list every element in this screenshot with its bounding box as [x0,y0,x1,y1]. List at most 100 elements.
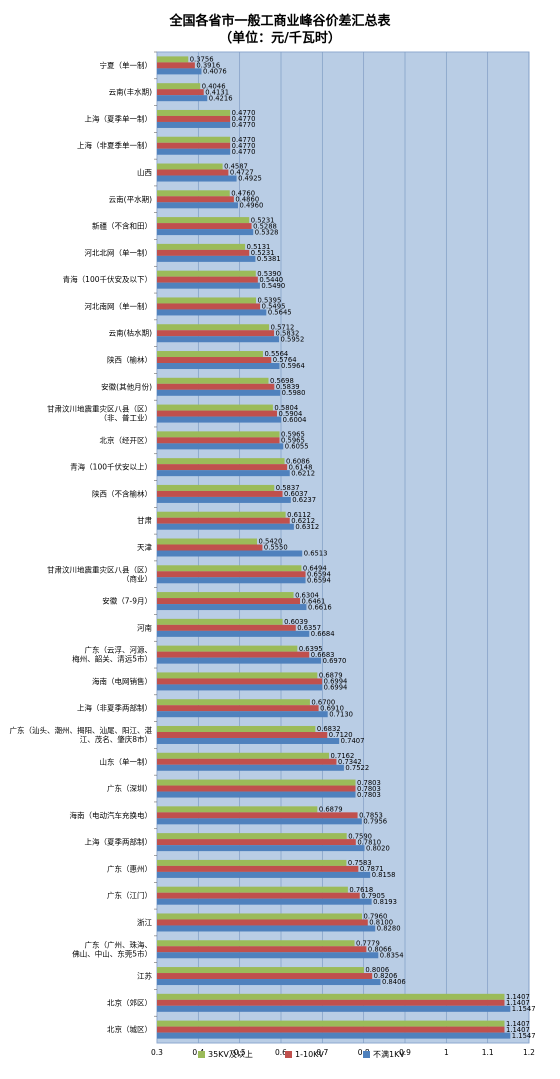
data-label: 0.4770 [232,109,256,117]
data-label: 0.5395 [257,297,281,305]
bar [157,865,359,872]
data-label: 0.6994 [324,684,348,692]
data-label: 0.8406 [382,978,406,986]
legend-swatch [363,1051,370,1058]
category-label: 梅州、韶关、清远5市） [72,654,152,664]
data-label: 0.4770 [232,136,256,144]
bar [157,952,379,959]
data-label: 0.8280 [377,925,401,933]
data-label: 0.6594 [307,570,331,578]
bar [157,538,258,545]
bar [157,142,231,149]
bar [157,517,290,524]
category-label: 河南 [137,622,152,632]
bar [157,309,267,316]
bar [157,56,189,63]
data-label: 0.7342 [338,758,362,766]
data-label: 0.5952 [281,335,305,343]
data-label: 0.5495 [262,303,286,311]
bar [157,443,284,450]
data-label: 0.6513 [304,550,328,558]
data-label: 0.8158 [372,871,396,879]
bar [157,624,296,631]
category-label: 陕西（不含榆林） [92,488,152,498]
bar [157,711,328,718]
data-label: 0.6395 [299,645,323,653]
data-label: 0.6055 [285,443,309,451]
bar [157,229,254,236]
bar [157,973,373,980]
data-label: 0.3756 [190,56,214,64]
data-label: 0.6039 [284,618,308,626]
bar [157,175,237,182]
bar [157,95,208,102]
data-label: 0.7956 [363,818,387,826]
bar [157,470,290,477]
bar [157,249,250,256]
data-label: 0.6879 [319,672,343,680]
data-label: 0.4727 [230,169,254,177]
category-label: 上海（非夏季两部制） [77,703,152,713]
data-label: 0.5231 [251,249,275,257]
data-label: 0.5965 [281,431,305,439]
data-label: 0.4770 [232,115,256,123]
category-label: 北京（城区） [107,1024,152,1034]
category-label: 浙江 [137,917,152,927]
data-label: 0.6004 [283,416,307,424]
bar [157,324,270,331]
data-label: 0.5328 [255,228,279,236]
x-tick-label: 1 [444,1048,449,1057]
category-label: 天津 [137,543,152,552]
data-label: 0.4216 [209,94,233,102]
category-label: 云南(平水期) [109,194,152,204]
bar [157,993,505,1000]
bar [157,109,231,116]
bar [157,297,256,304]
data-label: 0.5712 [271,323,295,331]
bar [157,940,355,947]
data-label: 1.1407 [506,999,530,1007]
data-label: 0.5965 [281,437,305,445]
category-label: 上海（夏季单一制） [85,113,153,123]
bar [157,630,310,637]
bar [157,550,303,557]
category-label: 上海（夏季两部制） [85,837,153,847]
category-label: 上海（非夏季单一制） [77,140,152,150]
chart-subtitle: （单位：元/千瓦时） [219,31,341,46]
bar [157,839,356,846]
x-tick-label: 0.9 [399,1048,411,1057]
category-label: 安徽（7-9月） [102,596,152,606]
bar [157,121,231,128]
data-label: 0.8354 [380,951,404,959]
bar [157,416,282,423]
legend-label: 1-10KV [295,1050,324,1059]
bar [157,389,281,396]
category-label: 河北南网（单一制） [85,301,153,311]
data-label: 0.5832 [276,329,300,337]
data-label: 1.1407 [506,1020,530,1028]
bar [157,651,310,658]
category-label: 甘肃 [137,515,152,525]
bar [157,571,306,578]
data-label: 0.5231 [251,216,275,224]
category-label: 云南(枯水期) [109,328,152,338]
data-label: 0.7590 [348,832,372,840]
category-label: 广东（惠州） [107,863,152,873]
data-label: 0.5420 [259,538,283,546]
category-label: 青海（100千伏安以上） [70,462,152,472]
data-label: 0.4076 [203,68,227,76]
bar [157,779,356,786]
bar [157,490,283,497]
x-tick-label: 0.7 [316,1048,328,1057]
bar [157,898,372,905]
data-label: 0.7871 [360,865,384,873]
bar [157,737,340,744]
data-label: 0.8006 [365,966,389,974]
bar [157,806,318,813]
bar [157,645,298,652]
category-label: 甘肃汶川地震重灾区八县（区） [47,564,152,574]
data-label: 0.7618 [349,886,373,894]
data-label: 0.5837 [276,484,300,492]
data-label: 0.4770 [232,142,256,150]
data-label: 0.4770 [232,121,256,129]
